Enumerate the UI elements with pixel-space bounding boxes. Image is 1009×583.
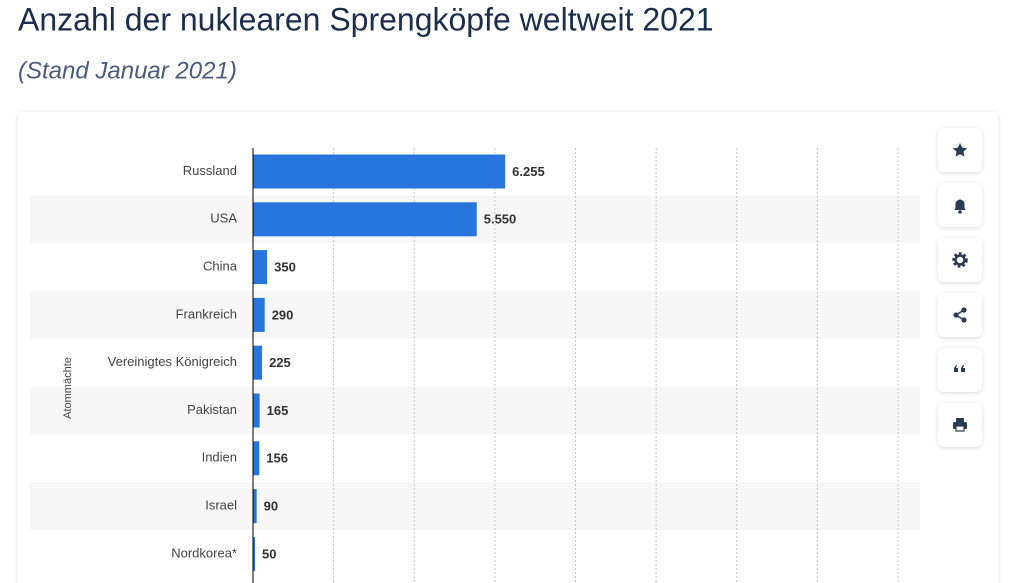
share-button[interactable]: [938, 293, 982, 337]
y-axis-label: Atommächte: [62, 357, 74, 419]
bar: [253, 489, 257, 524]
category-label: Frankreich: [176, 306, 237, 321]
bar: [253, 154, 506, 189]
bar: [253, 536, 256, 571]
value-label: 90: [264, 499, 278, 514]
category-label: Israel: [205, 498, 237, 513]
bar: [253, 441, 260, 476]
category-label: Vereinigtes Königreich: [108, 354, 237, 369]
favorite-button[interactable]: [938, 128, 982, 172]
value-label: 5.550: [484, 212, 517, 227]
plot: Russland 6.255 USA 5.550 China 350 Frankreich 2…: [30, 148, 920, 583]
bar: [253, 202, 477, 237]
category-label: China: [203, 259, 238, 274]
value-label: 50: [262, 546, 276, 561]
category-label: Russland: [183, 163, 237, 178]
category-label: USA: [210, 211, 237, 226]
value-label: 290: [272, 307, 294, 322]
bar: [253, 345, 263, 380]
cite-button[interactable]: [938, 348, 982, 392]
value-label: 350: [274, 260, 296, 275]
chart-title: Anzahl der nuklearen Sprengköpfe weltwei…: [18, 1, 714, 37]
print-button[interactable]: [938, 403, 982, 447]
row-stripe: [30, 291, 920, 339]
chart-subtitle: (Stand Januar 2021): [18, 57, 237, 84]
value-label: 6.255: [512, 164, 545, 179]
bar: [253, 297, 265, 332]
bar: [253, 393, 260, 428]
value-label: 225: [269, 355, 291, 370]
value-label: 156: [266, 451, 288, 466]
row-stripe: [30, 482, 920, 530]
alert-button[interactable]: [938, 183, 982, 227]
category-label: Nordkorea*: [171, 545, 237, 560]
value-label: 165: [267, 403, 289, 418]
toolbar: [938, 128, 982, 447]
settings-button[interactable]: [938, 238, 982, 282]
row-stripe: [30, 386, 920, 435]
bar: [253, 250, 268, 285]
category-label: Pakistan: [187, 402, 237, 417]
category-label: Indien: [202, 450, 237, 465]
